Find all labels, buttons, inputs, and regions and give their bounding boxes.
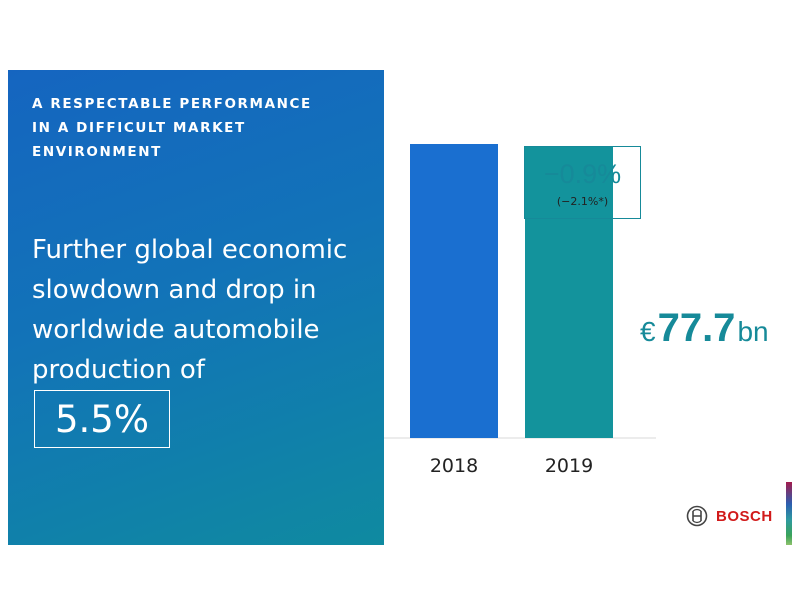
change-percent-adjusted: (−2.1%*) [556, 195, 609, 208]
total-currency: € [640, 316, 656, 347]
x-tick-label-2018: 2018 [430, 455, 478, 477]
bosch-logo: BOSCH [686, 505, 773, 527]
total-value: 77.7 [657, 306, 736, 350]
production-drop-value: 5.5% [55, 397, 149, 441]
left-panel: A RESPECTABLE PERFORMANCE IN A DIFFICULT… [8, 70, 384, 545]
slide-heading: A RESPECTABLE PERFORMANCE IN A DIFFICULT… [32, 92, 352, 164]
total-unit: bn [737, 316, 769, 347]
bosch-armature-icon [686, 505, 708, 527]
x-tick-label-2019: 2019 [545, 455, 593, 477]
description-line: slowdown and drop in [32, 275, 317, 305]
total-sales: €77.7bn [640, 306, 769, 351]
heading-line: IN A DIFFICULT MARKET [32, 120, 246, 136]
chart-area: 2018 2019 −0.9% (−2.1%*) €77.7bn BOSCH [384, 70, 792, 545]
bar-chart: 2018 2019 [384, 144, 656, 477]
description-line: production of [32, 355, 205, 385]
slide: A RESPECTABLE PERFORMANCE IN A DIFFICULT… [8, 70, 792, 545]
logo-text: BOSCH [716, 507, 773, 525]
production-drop-box: 5.5% [34, 390, 170, 448]
heading-line: ENVIRONMENT [32, 144, 162, 160]
description: Further global economic slowdown and dro… [32, 230, 372, 390]
heading-line: A RESPECTABLE PERFORMANCE [32, 96, 312, 112]
bar-2019 [525, 146, 613, 438]
brand-color-strip [786, 482, 792, 545]
description-line: worldwide automobile [32, 315, 320, 345]
change-percent: −0.9% [543, 159, 622, 189]
description-line: Further global economic [32, 235, 348, 265]
bar-2018 [410, 144, 498, 438]
change-box: −0.9% (−2.1%*) [524, 146, 641, 219]
